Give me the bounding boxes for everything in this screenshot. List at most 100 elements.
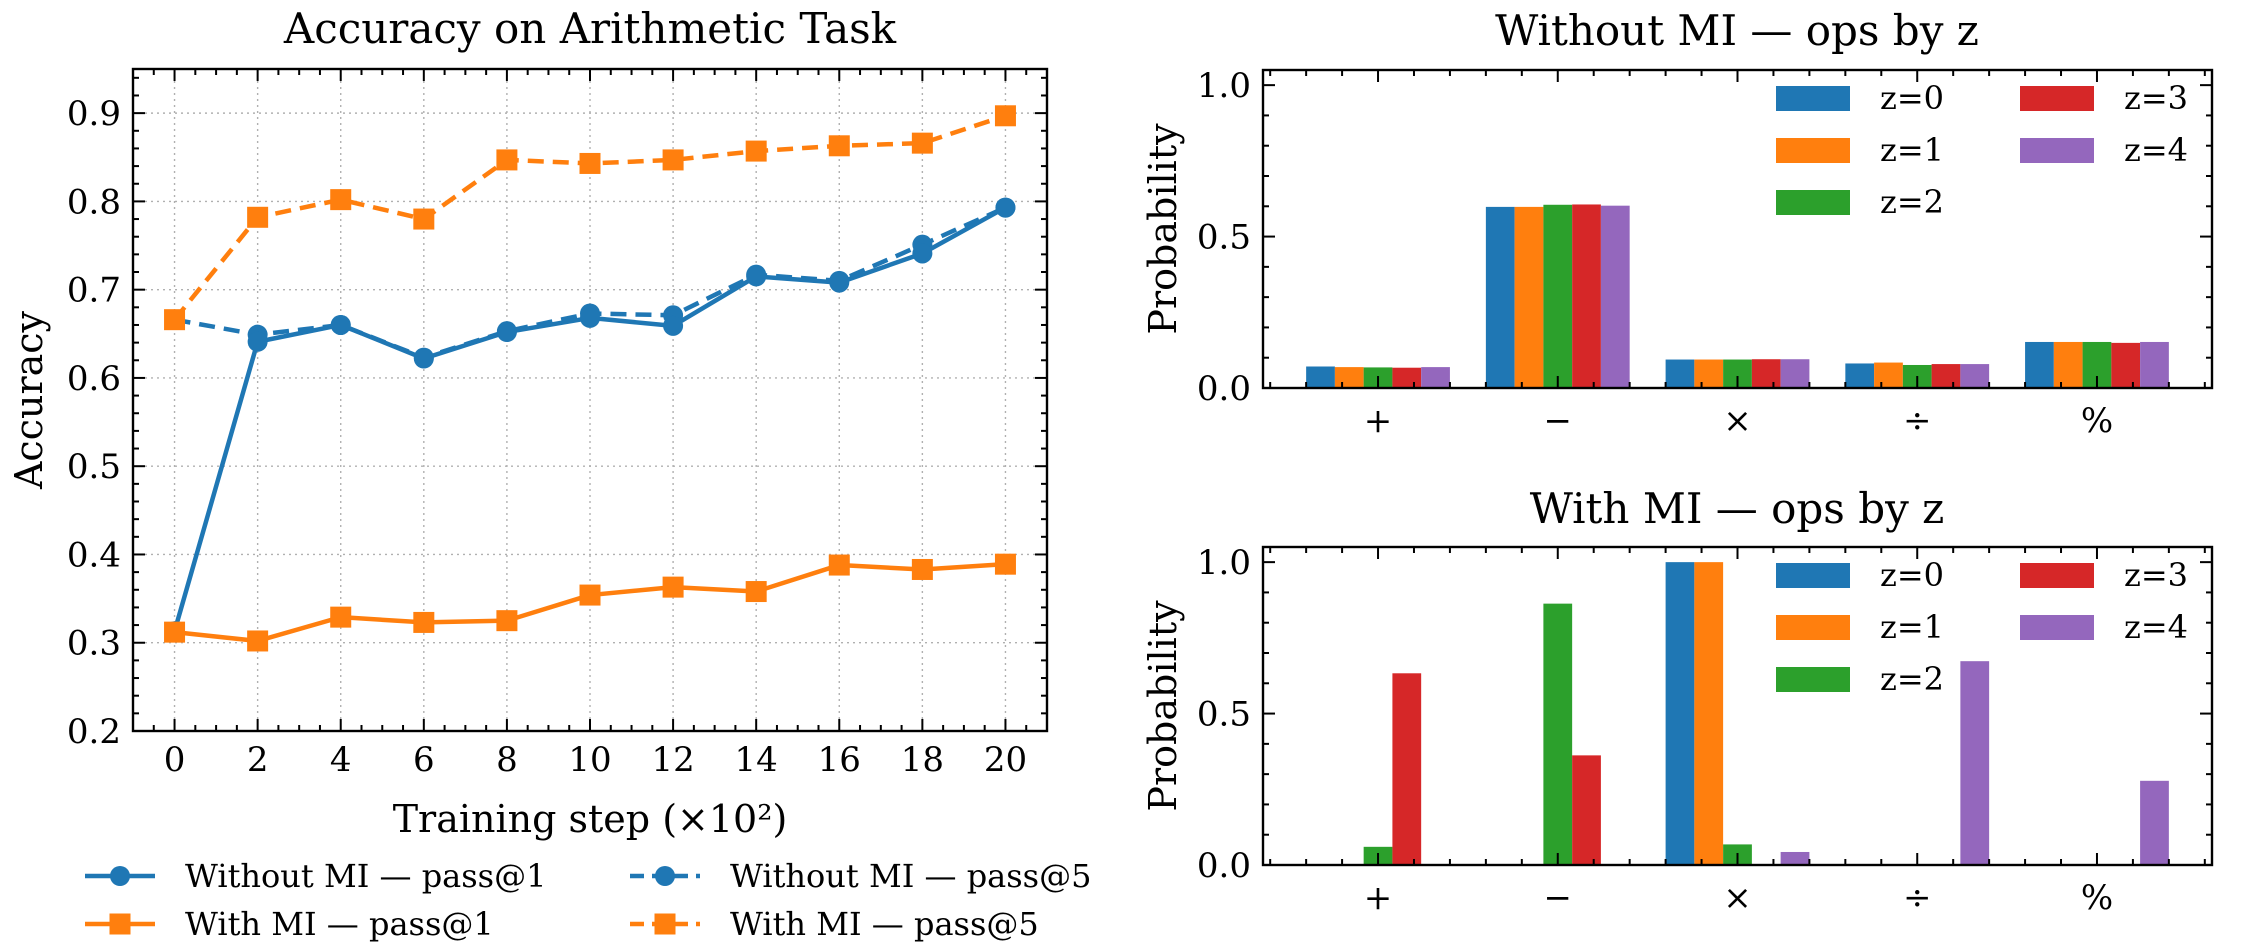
bar-z-0-3 [1845, 363, 1875, 388]
legend-swatch-z-3 [2020, 86, 2094, 111]
x-tick-label: 14 [735, 740, 778, 780]
bar-top-ylabel: Probability [1141, 123, 1185, 335]
x-tick-label: 12 [651, 740, 694, 780]
x-category-label: × [1723, 401, 1752, 441]
bar-z-2-1 [1543, 204, 1573, 388]
data-point-with-mi-pass-1 [247, 630, 269, 652]
data-point-with-mi-pass-1 [745, 581, 767, 603]
data-point-with-mi-pass-1 [828, 554, 850, 576]
data-point-without-mi-pass-1 [247, 331, 268, 352]
x-tick-label: 8 [496, 740, 518, 780]
bar-z-3-1 [1572, 204, 1601, 388]
data-point-with-mi-pass-5 [828, 135, 850, 157]
bar-z-3-1 [1572, 755, 1601, 865]
data-point-without-mi-pass-1 [330, 314, 351, 335]
x-tick-label: 0 [164, 740, 186, 780]
legend-swatch-z-0 [1776, 563, 1850, 588]
with-mi-bar-chart: With MI — ops by z Probability + − × ÷ % 0.0 0… [1141, 484, 2214, 918]
data-point-without-mi-pass-1 [580, 307, 600, 328]
data-point-with-mi-pass-5 [911, 132, 933, 154]
bar-z-0-2 [1665, 562, 1695, 865]
y-tick-label: 0.0 [1197, 846, 1251, 886]
bar-top-title: Without MI — ops by z [1495, 6, 1979, 55]
data-point-with-mi-pass-5 [579, 152, 601, 174]
bar-z-1-3 [1874, 362, 1903, 388]
y-tick-label: 1.0 [1197, 543, 1251, 583]
legend-label-z-4: z=4 [2124, 608, 2188, 646]
line-chart-frame [131, 67, 1049, 733]
legend-marker-with-mi-pass-1 [109, 913, 131, 935]
data-point-with-mi-pass-5 [745, 140, 767, 162]
bar-z-0-4 [2025, 341, 2054, 388]
legend-swatch-z-4 [2020, 138, 2094, 163]
y-tick-label: 0.5 [67, 447, 121, 487]
bar-top-legend: z=0 z=1 z=2 z=3 z=4 [1776, 79, 2188, 221]
x-tick-label: 10 [568, 740, 611, 780]
bar-z-3-2 [1751, 359, 1781, 388]
data-point-without-mi-pass-1 [912, 243, 933, 264]
legend-label-z-3: z=3 [2124, 79, 2188, 117]
data-point-with-mi-pass-1 [164, 621, 186, 643]
bar-z-3-4 [2111, 342, 2141, 388]
legend-marker-without-mi-pass-5 [655, 866, 675, 886]
legend-swatch-z-1 [1776, 138, 1850, 163]
x-category-label: − [1544, 878, 1573, 918]
line-chart-xlabel: Training step (×10²) [393, 797, 788, 841]
data-point-with-mi-pass-1 [994, 553, 1016, 575]
bar-bottom-ylabel: Probability [1141, 600, 1185, 812]
legend-label-z-1: z=1 [1880, 608, 1944, 646]
without-mi-bar-chart: Without MI — ops by z Probability + − × ÷ % 0… [1141, 6, 2214, 441]
legend-swatch-z-1 [1776, 615, 1850, 640]
x-tick-label: 20 [984, 740, 1027, 780]
y-tick-label: 0.2 [67, 712, 121, 752]
x-category-label: ÷ [1903, 401, 1932, 441]
x-category-label: × [1723, 878, 1752, 918]
legend-label-without-mi-pass-5: Without MI — pass@5 [730, 857, 1091, 895]
y-tick-label: 0.8 [67, 182, 121, 222]
x-category-label: % [2081, 401, 2113, 441]
data-point-without-mi-pass-1 [413, 348, 434, 369]
legend-swatch-z-2 [1776, 190, 1850, 215]
line-chart-legend: Without MI — pass@1 With MI — pass@1 Witho… [85, 857, 1091, 943]
data-point-with-mi-pass-5 [496, 149, 518, 171]
bar-z-0-0 [1306, 366, 1335, 388]
accuracy-line-chart: Accuracy on Arithmetic Task Accuracy Tra… [7, 4, 1091, 943]
data-point-with-mi-pass-5 [247, 206, 269, 228]
data-point-without-mi-pass-1 [995, 197, 1016, 218]
y-tick-label: 1.0 [1197, 66, 1251, 106]
bar-z-1-4 [2053, 341, 2083, 388]
legend-label-z-2: z=2 [1880, 660, 1944, 698]
bar-z-4-2 [1780, 359, 1810, 388]
bar-z-0-2 [1665, 359, 1695, 388]
legend-label-z-0: z=0 [1880, 79, 1944, 117]
x-tick-label: 2 [247, 740, 269, 780]
data-point-without-mi-pass-1 [829, 272, 850, 293]
y-tick-label: 0.4 [67, 535, 121, 575]
x-tick-label: 16 [818, 740, 861, 780]
data-point-with-mi-pass-5 [330, 189, 352, 211]
legend-swatch-z-2 [1776, 667, 1850, 692]
data-point-with-mi-pass-1 [911, 558, 933, 580]
bar-z-4-4 [2140, 780, 2169, 865]
data-point-with-mi-pass-1 [496, 610, 518, 632]
data-point-with-mi-pass-5 [413, 208, 435, 230]
bar-top-ticks: + − × ÷ % 0.0 0.5 1.0 [1197, 66, 2212, 441]
legend-label-z-1: z=1 [1880, 131, 1944, 169]
legend-label-z-4: z=4 [2124, 131, 2188, 169]
legend-swatch-z-3 [2020, 563, 2094, 588]
bar-bottom-title: With MI — ops by z [1530, 484, 1945, 533]
bar-z-4-3 [1960, 364, 1990, 388]
data-point-without-mi-pass-1 [496, 322, 517, 343]
y-tick-label: 0.5 [1197, 695, 1251, 735]
bar-z-3-0 [1392, 367, 1422, 388]
y-tick-label: 0.6 [67, 359, 121, 399]
data-point-with-mi-pass-1 [330, 606, 352, 628]
x-category-label: − [1544, 401, 1573, 441]
line-chart-series [164, 105, 1016, 652]
legend-label-z-2: z=2 [1880, 183, 1944, 221]
y-tick-label: 0.7 [67, 271, 121, 311]
y-tick-label: 0.9 [67, 94, 121, 134]
bar-z-0-1 [1485, 206, 1515, 388]
legend-marker-with-mi-pass-5 [654, 913, 676, 935]
